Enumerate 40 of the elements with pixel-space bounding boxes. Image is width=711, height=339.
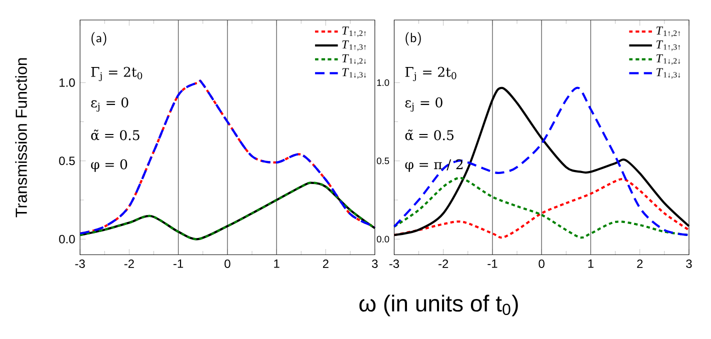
x-tick-label: -3 — [75, 260, 85, 268]
annotation: α̃ = 0.5 — [405, 130, 454, 140]
x-tick-label: 3 — [372, 260, 378, 268]
x-tick-label: 0 — [538, 260, 544, 268]
annotation: α̃ = 0.5 — [91, 130, 140, 140]
x-tick-label: 0 — [224, 260, 230, 268]
y-tick-label: 0.0 — [59, 234, 75, 244]
y-axis-title: Transmission Function — [15, 58, 27, 218]
annotation: Γ$_{j}$ = 2t$_{0}$ — [405, 66, 456, 82]
legend-label: T$_{1↓,3↓}$ — [656, 68, 680, 79]
annotation: φ = 0 — [91, 159, 128, 172]
annotation: (b) — [406, 32, 421, 46]
x-axis-title: ω (in units of t$_{0}$) — [359, 294, 518, 316]
annotation: φ = π / 2 — [405, 159, 463, 172]
x-tick-label: -2 — [124, 260, 134, 268]
y-tick-label: 1.0 — [60, 78, 75, 87]
x-tick-label: 3 — [686, 260, 692, 268]
legend-label: T$_{1↑,3↑}$ — [342, 40, 366, 52]
legend-label: T$_{1↑,2↑}$ — [656, 26, 680, 38]
x-tick-label: 1 — [274, 260, 280, 268]
legend-label: T$_{1↓,2↓}$ — [656, 54, 680, 65]
x-tick-label: -1 — [174, 260, 184, 268]
x-tick-label: -3 — [389, 260, 399, 268]
annotation: Γ$_{j}$ = 2t$_{0}$ — [91, 66, 142, 82]
legend-label: T$_{1↓,3↓}$ — [342, 68, 366, 79]
annotation: ε$_{j}$ = 0 — [91, 97, 128, 112]
x-tick-label: 1 — [588, 260, 594, 268]
x-tick-label: -1 — [488, 260, 498, 268]
annotation: (a) — [92, 32, 106, 46]
annotation: ε$_{j}$ = 0 — [405, 97, 442, 112]
x-tick-label: -2 — [438, 260, 448, 268]
y-tick-label: 0.5 — [376, 158, 390, 164]
legend-label: T$_{1↑,3↑}$ — [656, 40, 680, 52]
x-tick-label: 2 — [322, 260, 328, 268]
x-tick-label: 2 — [637, 260, 643, 268]
y-tick-label: 0.5 — [59, 156, 75, 166]
legend-label: T$_{1↓,2↓}$ — [342, 54, 366, 65]
y-tick-label: 1.0 — [377, 79, 390, 86]
y-tick-label: 0.0 — [376, 236, 390, 243]
legend-label: T$_{1↑,2↑}$ — [342, 26, 366, 38]
